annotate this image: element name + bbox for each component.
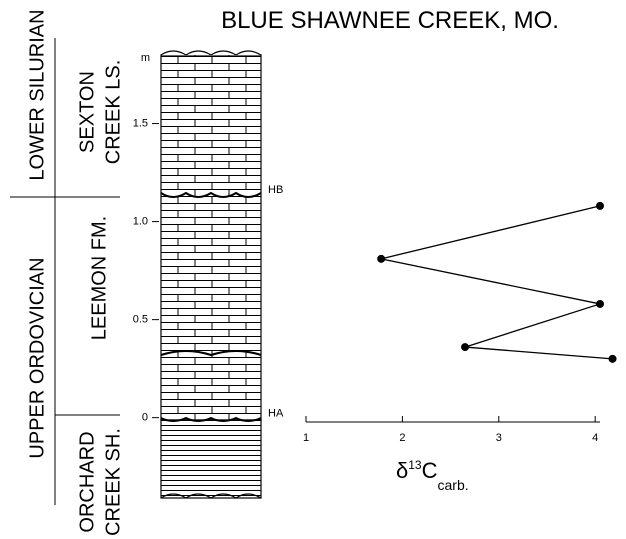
formation-label: CREEK LS. [102,60,124,164]
y-tick-label: 1.5 [133,117,148,129]
strat-column [161,51,261,498]
y-unit: m [141,52,150,64]
formation-label: ORCHARD [76,431,98,532]
x-tick-label: 2 [399,432,405,444]
y-tick-label: 1.0 [133,216,148,228]
system-label: LOWER SILURIAN [26,9,48,180]
y-tick-label: 0 [142,412,148,424]
horizon-label: HA [268,408,284,420]
x-tick-label: 3 [496,432,502,444]
x-axis-label-part: 13 [408,458,422,472]
data-point [609,355,617,363]
chart-title: BLUE SHAWNEE CREEK, MO. [221,7,559,34]
figure: BLUE SHAWNEE CREEK, MO. LOWER SILURIAN U… [0,0,626,539]
formation-label: LEEMON FM. [88,216,110,340]
x-tick-label: 4 [592,432,598,444]
x-axis-label-part: carb. [438,477,469,493]
formation-label: CREEK SH. [102,428,124,536]
x-axis-label: δ13Ccarb. [396,458,469,493]
data-point [596,202,604,210]
x-axis-label-part: δ [396,458,408,483]
data-point [596,300,604,308]
data-line [381,206,612,359]
x-tick-label: 1 [303,432,309,444]
x-axis-label-part: C [422,458,438,483]
system-label: UPPER ORDOVICIAN [26,257,48,458]
data-point [377,255,385,263]
formation-label: SEXTON [76,71,98,153]
data-point [461,343,469,351]
y-tick-label: 0.5 [133,314,148,326]
horizon-label: HB [268,184,283,196]
